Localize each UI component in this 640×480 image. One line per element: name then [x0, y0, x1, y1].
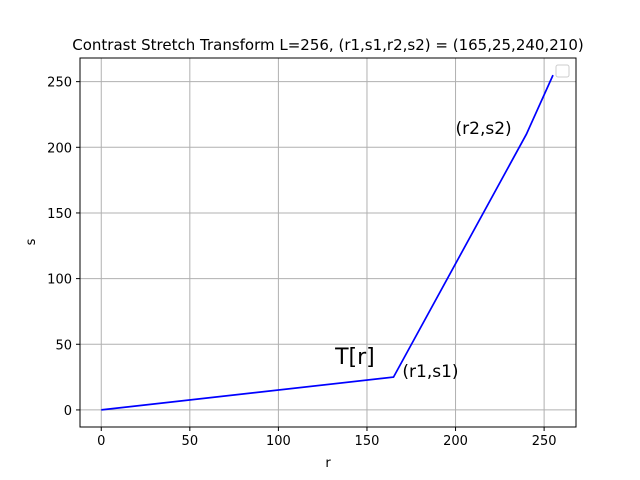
series-line: [101, 74, 554, 411]
chart-title: Contrast Stretch Transform L=256, (r1,s1…: [72, 36, 583, 54]
x-axis-label: r: [325, 456, 331, 471]
y-tick-label: 100: [47, 273, 72, 288]
plot-frame: [79, 57, 577, 428]
y-axis-label: s: [24, 238, 39, 245]
x-tick-label: 250: [532, 434, 557, 449]
annotation-label: (r1,s1): [402, 362, 458, 382]
x-tick-label: 100: [266, 434, 291, 449]
annotation-label: T[r]: [334, 345, 375, 370]
x-tick-label: 0: [97, 434, 105, 449]
x-tick-label: 150: [355, 434, 380, 449]
y-tick-label: 200: [47, 141, 72, 156]
grid: [80, 58, 576, 427]
x-tick-label: 50: [182, 434, 199, 449]
plot-area: [101, 74, 554, 411]
annotations: T[r] (r1,s1) (r2,s2): [334, 119, 512, 382]
y-tick-label: 250: [47, 76, 72, 91]
annotation-label: (r2,s2): [456, 119, 512, 139]
y-tick-label: 50: [55, 338, 72, 353]
ticks: 0 50 100 150 200 250 0 50 100 150 200 250: [47, 76, 556, 449]
x-tick-label: 200: [443, 434, 468, 449]
y-tick-label: 0: [64, 404, 72, 419]
legend-box: [555, 64, 570, 78]
y-tick-label: 150: [47, 207, 72, 222]
